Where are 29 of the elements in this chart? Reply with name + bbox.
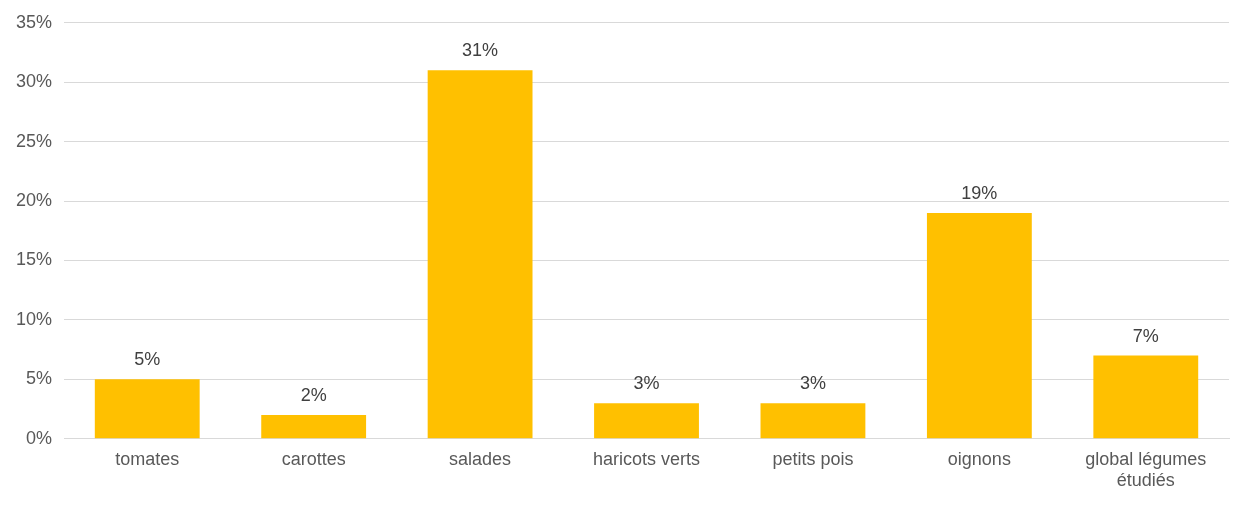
bar bbox=[1093, 355, 1199, 439]
y-tick-label: 30% bbox=[16, 71, 53, 92]
x-tick-label: carottes bbox=[281, 448, 346, 469]
data-label: 31% bbox=[462, 40, 499, 61]
bar bbox=[427, 70, 533, 439]
bar bbox=[760, 403, 866, 439]
y-tick-label: 35% bbox=[16, 11, 53, 32]
bar bbox=[94, 379, 200, 439]
y-tick-label: 10% bbox=[16, 308, 53, 329]
data-label: 3% bbox=[799, 373, 826, 394]
x-tick-label: petits pois bbox=[772, 448, 854, 469]
data-label: 3% bbox=[633, 373, 660, 394]
data-label: 2% bbox=[300, 385, 327, 405]
x-tick-label: global légumes étudiés bbox=[1085, 448, 1207, 491]
data-label: 5% bbox=[134, 349, 161, 370]
x-tick-label: salades bbox=[449, 448, 512, 469]
bar bbox=[594, 403, 699, 439]
bar bbox=[261, 415, 367, 439]
data-label: 7% bbox=[1132, 325, 1159, 346]
data-label: 19% bbox=[961, 182, 998, 203]
y-tick-label: 0% bbox=[26, 427, 53, 448]
x-tick-label: oignons bbox=[947, 448, 1011, 469]
bar bbox=[926, 212, 1032, 439]
x-tick-label: haricots verts bbox=[592, 448, 701, 469]
y-tick-label: 25% bbox=[16, 130, 53, 151]
y-tick-label: 20% bbox=[16, 190, 53, 211]
x-tick-label: tomates bbox=[115, 448, 180, 469]
y-tick-label: 5% bbox=[26, 368, 53, 389]
y-tick-label: 15% bbox=[16, 249, 53, 270]
